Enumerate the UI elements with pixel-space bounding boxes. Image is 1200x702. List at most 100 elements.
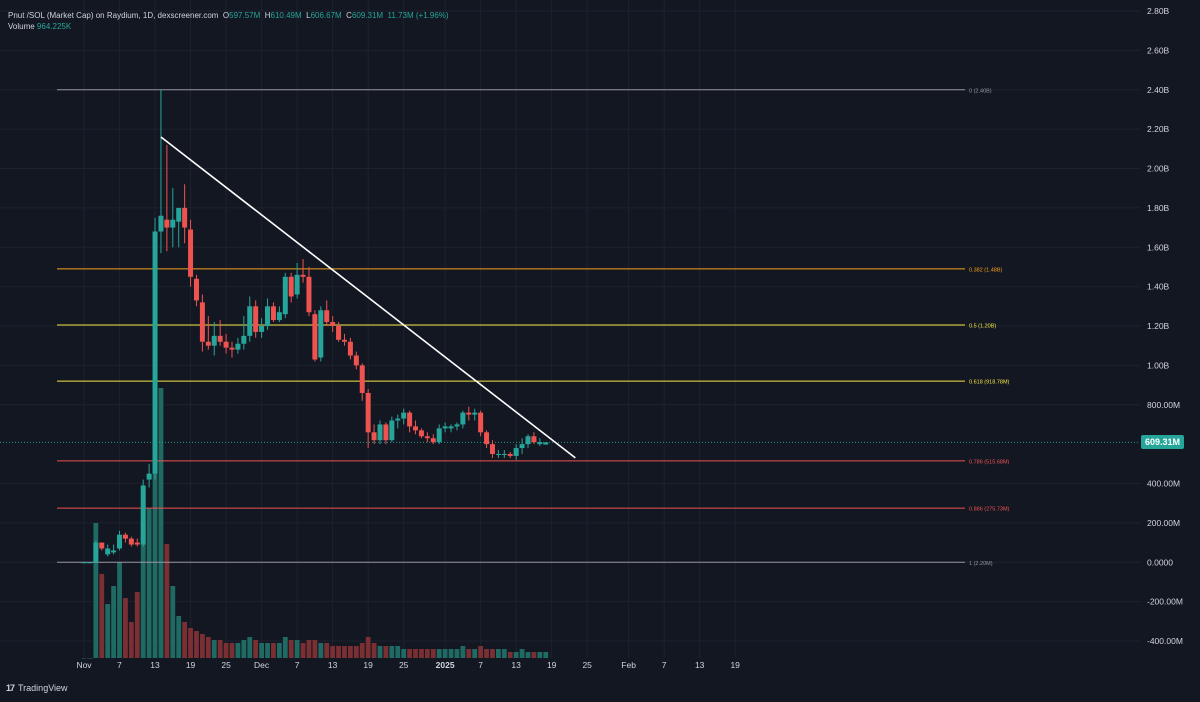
x-axis-tick-label: 25 [221,660,231,670]
candle-body [442,426,448,429]
volume-bar [158,388,164,658]
candle-body [223,341,229,348]
fib-level-label: 1 (2.20M) [969,561,993,567]
fib-level-label: 0.5 (1.20B) [969,324,996,330]
candle-body [501,453,507,455]
x-axis-tick-label: 25 [399,660,409,670]
y-axis-tick-label: 2.20B [1147,124,1170,134]
volume-bar [507,652,513,658]
volume-bar [436,649,442,658]
volume-value: 964.225K [36,22,72,31]
x-axis-tick-label: 19 [363,660,373,670]
symbol-title[interactable]: Pnut /SOL (Market Cap) on Raydium, 1D, d… [8,11,219,20]
tradingview-logo[interactable]: 17 TradingView [6,683,68,693]
candle-body [330,322,336,326]
candle-body [158,215,164,232]
volume-bar [424,649,430,658]
change-value: 11.73M (+1.96%) [387,11,449,20]
volume-bar [117,562,122,658]
candle-body [460,412,466,425]
volume-bar [152,442,158,658]
volume-bar [134,592,140,658]
candle-body [211,335,217,346]
candle-body [205,341,211,346]
close-label: C [346,11,352,20]
volume-bar [324,643,330,658]
volume-bar [312,640,318,658]
volume-bar [448,649,454,658]
candle-body [188,229,194,277]
volume-bar [265,643,270,658]
candle-body [134,542,140,545]
candle-body [424,436,430,439]
candle-body [300,274,306,277]
candle-body [371,432,377,441]
volume-bar [330,646,336,658]
low-label: L [306,11,311,20]
candle-body [401,412,407,419]
y-axis-tick-label: 200.00M [1147,518,1180,528]
candle-body [436,428,442,443]
candle-body [128,538,134,545]
candle-body [336,326,342,340]
candle-body [525,436,531,445]
volume-bar [170,586,176,658]
candle-body [199,302,205,342]
volume-bar [99,574,105,658]
volume-bar [419,649,424,658]
high-value: 610.49M [270,11,302,20]
fib-level-label: 0.786 (515.68M) [969,459,1010,465]
candle-body [531,436,537,443]
candle-body [472,412,478,415]
x-axis-tick-label: 2025 [436,660,455,670]
candle-body [341,339,347,342]
volume-bar [413,649,418,658]
volume-bar [371,643,377,658]
volume-bar [407,649,412,658]
candle-body [448,426,454,429]
volume-bar [348,646,353,658]
volume-bar [300,643,306,658]
y-axis-tick-label: 1.00B [1147,360,1170,370]
volume-bar [472,649,478,658]
candle-body [347,341,353,356]
candle-body [87,562,93,564]
y-axis-tick-label: 2.80B [1147,6,1170,16]
volume-bar [513,652,519,658]
x-axis-tick-label: 19 [547,660,557,670]
candle-body [99,542,105,549]
volume-bar [241,640,247,658]
volume-bar [336,646,341,658]
volume-bar [389,646,395,658]
volume-bar [146,508,152,658]
candle-body [253,306,259,332]
candle-body [152,231,158,474]
candle-body [122,534,128,539]
x-axis-tick-label: Feb [621,660,636,670]
candle-body [407,412,413,427]
fib-level-label: 0 (2.40B) [969,88,992,94]
candle-body [105,548,111,555]
candle-body [111,550,117,553]
candle-body [81,562,87,564]
volume-bar [401,649,407,658]
candle-body [229,347,235,350]
volume-bar [140,523,146,658]
candle-body [324,310,330,323]
candle-body [170,219,176,228]
x-axis-tick-label: 7 [478,660,483,670]
candle-body [389,420,395,441]
volume-bar [211,640,217,658]
low-value: 606.67M [310,11,342,20]
volume-bar [318,643,324,658]
volume-bar [271,643,276,658]
y-axis-tick-label: 800.00M [1147,400,1180,410]
candle-body [519,444,525,449]
y-axis-tick-label: 0.0000 [1147,557,1173,567]
fib-level-label: 0.618 (918.78M) [969,380,1010,386]
volume-bar [306,640,312,658]
volume-bar [484,649,489,658]
